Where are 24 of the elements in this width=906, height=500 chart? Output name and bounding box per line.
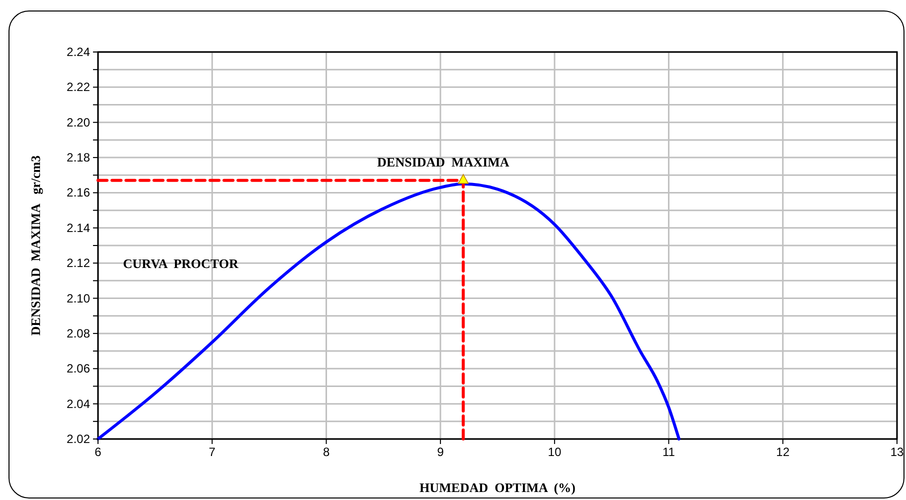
y-tick-label: 2.02	[66, 432, 90, 446]
y-tick-label: 2.14	[66, 220, 90, 235]
y-tick-label: 2.10	[66, 291, 90, 306]
y-tick-label: 2.24	[66, 45, 90, 59]
x-tick-label: 6	[94, 445, 102, 459]
y-tick-label: 2.12	[66, 256, 90, 270]
x-tick-label: 11	[662, 445, 676, 459]
x-tick-label: 9	[437, 445, 444, 459]
x-tick-label: 7	[208, 445, 216, 459]
y-tick-label: 2.04	[66, 396, 90, 411]
x-tick-label: 12	[776, 445, 790, 459]
y-tick-label: 2.18	[66, 150, 90, 165]
x-tick-label: 10	[548, 445, 562, 459]
y-tick-label: 2.08	[66, 326, 90, 340]
y-axis-title: DENSIDAD MAXIMA gr/cm3	[28, 154, 43, 336]
x-tick-label: 8	[322, 445, 330, 459]
annotation: DENSIDAD MAXIMA	[377, 154, 510, 170]
y-tick-label: 2.06	[66, 362, 90, 376]
x-tick-label: 13	[890, 445, 904, 459]
text: CURVA PROCTOR	[123, 256, 239, 272]
y-tick-label: 2.16	[66, 186, 90, 200]
x-axis-title: HUMEDAD OPTIMA (%)	[420, 480, 576, 495]
y-tick-label: 2.20	[66, 115, 90, 130]
y-tick-label: 2.22	[66, 80, 90, 94]
